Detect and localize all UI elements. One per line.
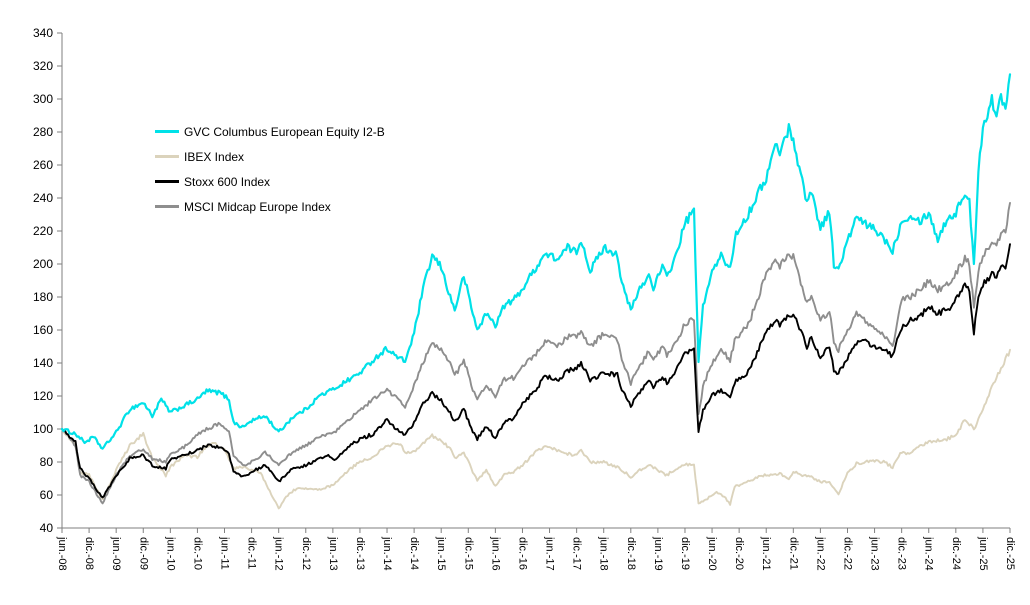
legend-line-swatch (155, 180, 179, 183)
x-axis-tick-label: jun.-15 (435, 536, 447, 571)
legend-item-stoxx-600-index: Stoxx 600 Index (155, 169, 385, 194)
x-axis-tick-label: dic.-22 (841, 537, 853, 570)
y-axis-tick-label: 80 (40, 455, 54, 469)
legend-line-swatch (155, 130, 179, 133)
y-axis-tick-label: 160 (33, 323, 53, 337)
x-axis-tick-label: dic.-21 (787, 537, 799, 570)
legend-item-gvc-columbus-european-equity-i2-b: GVC Columbus European Equity I2-B (155, 119, 385, 144)
x-axis-tick-label: jun.-21 (760, 536, 772, 571)
y-axis-tick-label: 200 (33, 257, 53, 271)
y-axis-tick-label: 280 (33, 125, 53, 139)
x-axis-tick-label: jun.-13 (327, 536, 339, 571)
x-axis-tick-label: jun.-08 (56, 536, 68, 571)
x-axis-tick-label: dic.-19 (679, 537, 691, 570)
legend-item-ibex-index: IBEX Index (155, 144, 385, 169)
x-axis-tick-label: dic.-13 (354, 537, 366, 570)
x-axis-tick-label: dic.-15 (462, 537, 474, 570)
x-axis-tick-label: dic.-11 (246, 537, 258, 569)
legend-label: IBEX Index (184, 149, 245, 164)
x-axis-tick-label: dic.-16 (516, 537, 528, 570)
series-line-gvc-columbus-european-equity-i2-b (60, 73, 1012, 450)
x-axis-tick-label: jun.-23 (869, 536, 881, 571)
x-axis-tick-label: jun.-25 (977, 536, 989, 571)
series-line-stoxx-600-index (61, 243, 1011, 499)
x-axis-tick-label: dic.-09 (137, 537, 149, 570)
x-axis-tick-label: jun.-10 (164, 536, 176, 571)
x-axis-tick-label: jun.-14 (381, 536, 393, 571)
y-axis-tick-label: 320 (33, 59, 53, 73)
x-axis-tick-label: dic.-25 (1004, 537, 1016, 570)
legend-line-swatch (155, 155, 179, 158)
y-axis-tick-label: 300 (33, 92, 53, 106)
x-axis-tick-label: jun.-18 (598, 536, 610, 571)
y-axis-tick-label: 220 (33, 224, 53, 238)
y-axis-tick-label: 100 (33, 422, 53, 436)
x-axis-tick-label: jun.-22 (814, 536, 826, 571)
y-axis-tick-label: 240 (33, 191, 53, 205)
y-axis-tick-label: 120 (33, 389, 53, 403)
x-axis-tick-label: jun.-09 (110, 536, 122, 571)
x-axis-tick-label: dic.-08 (83, 537, 95, 570)
x-axis-tick-label: dic.-12 (300, 537, 312, 570)
legend-label: GVC Columbus European Equity I2-B (184, 124, 385, 139)
x-axis-tick-label: dic.-24 (950, 537, 962, 570)
x-axis-tick-label: dic.-20 (733, 537, 745, 570)
x-axis-tick-label: dic.-18 (625, 537, 637, 570)
y-axis-tick-label: 140 (33, 356, 53, 370)
x-axis-tick-label: jun.-20 (706, 536, 718, 571)
legend-line-swatch (155, 205, 179, 208)
legend-label: Stoxx 600 Index (184, 174, 271, 189)
series-line-msci-midcap-europe-index (61, 201, 1011, 505)
y-axis-tick-label: 40 (40, 521, 54, 535)
x-axis-tick-label: dic.-10 (191, 537, 203, 570)
y-axis-tick-label: 60 (40, 488, 54, 502)
y-axis-tick-label: 260 (33, 158, 53, 172)
x-axis-tick-label: dic.-14 (408, 537, 420, 570)
x-axis-tick-label: jun.-12 (273, 536, 285, 571)
x-axis-tick-label: jun.-24 (923, 536, 935, 571)
x-axis-tick-label: dic.-17 (571, 537, 583, 570)
x-axis-tick-label: jun.-19 (652, 536, 664, 571)
legend-item-msci-midcap-europe-index: MSCI Midcap Europe Index (155, 194, 385, 219)
chart-legend: GVC Columbus European Equity I2-B IBEX In… (155, 119, 385, 219)
y-axis-tick-label: 180 (33, 290, 53, 304)
x-axis-tick-label: jun.-17 (544, 536, 556, 571)
x-axis-tick-label: jun.-16 (489, 536, 501, 571)
legend-label: MSCI Midcap Europe Index (184, 199, 331, 214)
x-axis-tick-label: dic.-23 (896, 537, 908, 570)
x-axis-tick-label: jun.-11 (219, 536, 231, 570)
y-axis-tick-label: 340 (33, 26, 53, 40)
series-line-ibex-index (61, 348, 1011, 510)
